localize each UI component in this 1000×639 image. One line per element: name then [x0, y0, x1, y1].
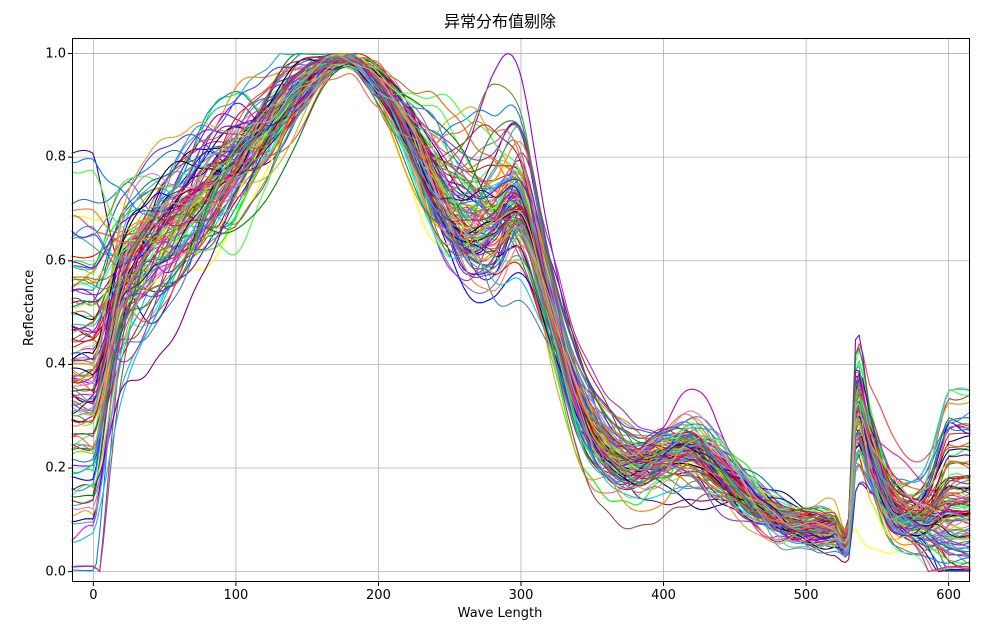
x-tick-label: 200	[366, 588, 391, 603]
chart-title: 异常分布值剔除	[0, 8, 1000, 32]
plot-area	[72, 38, 970, 582]
plot-svg	[72, 38, 970, 582]
x-tick-label: 100	[223, 588, 248, 603]
x-tick-label: 600	[936, 588, 961, 603]
x-tick-label: 300	[509, 588, 534, 603]
y-tick-label: 1.0	[36, 46, 66, 61]
spectral-chart-figure: 异常分布值剔除 Reflectance Wave Length 0 100 200 3…	[0, 0, 1000, 639]
x-tick-label: 400	[651, 588, 676, 603]
y-axis-label: Reflectance	[22, 270, 37, 346]
y-tick-label: 0.6	[36, 253, 66, 268]
x-tick-label: 500	[794, 588, 819, 603]
y-tick-label: 0.0	[36, 564, 66, 579]
x-axis-label: Wave Length	[0, 606, 1000, 621]
y-tick-label: 0.8	[36, 150, 66, 165]
x-tick-label: 0	[89, 588, 97, 603]
y-tick-label: 0.4	[36, 357, 66, 372]
y-tick-label: 0.2	[36, 461, 66, 476]
